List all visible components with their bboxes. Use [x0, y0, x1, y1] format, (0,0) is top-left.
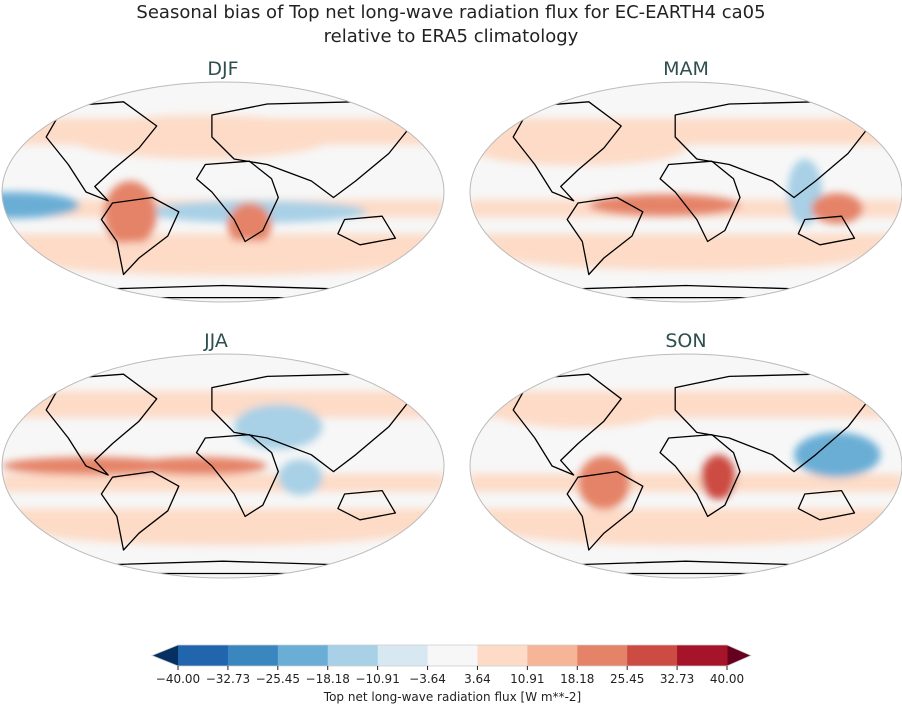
bias-region	[701, 454, 736, 500]
coastline	[512, 101, 622, 202]
coastline	[45, 101, 158, 202]
map-panel-djf	[1, 81, 445, 303]
coastline	[659, 433, 741, 518]
colorbar-tick-label: 18.18	[560, 672, 594, 686]
bias-region	[68, 115, 334, 159]
colorbar-tick-label: 3.64	[464, 672, 491, 686]
colorbar-label: Top net long-wave radiation flux [W m**-…	[323, 690, 581, 704]
bias-region	[491, 234, 881, 271]
bias-region	[2, 192, 80, 219]
colorbar-bin	[227, 645, 279, 666]
coastline	[211, 373, 412, 473]
colorbar-bin	[377, 645, 429, 666]
coastline	[566, 196, 644, 276]
coastline	[337, 489, 397, 521]
coastline	[659, 160, 741, 243]
colorbar-tick-label: 32.73	[660, 672, 694, 686]
bias-band	[2, 390, 444, 418]
colorbar-bin	[677, 645, 728, 666]
coastline	[674, 101, 871, 199]
colorbar: −40.00 −32.73 −25.45 −18.18 −10.91 −3.64 3.64 1…	[150, 644, 752, 704]
coastline	[797, 215, 856, 246]
panel-title-son: SON	[665, 330, 707, 352]
figure-title-line2: relative to ERA5 climatology	[323, 26, 579, 47]
map-border	[1, 81, 445, 303]
coastline	[100, 470, 180, 551]
colorbar-tick-label: 10.91	[510, 672, 544, 686]
colorbar-tick-label: −25.45	[256, 672, 300, 686]
coastline	[100, 196, 180, 276]
coastline	[674, 373, 871, 473]
map-border	[469, 81, 902, 303]
colorbar-extend-max	[727, 645, 751, 666]
bias-region	[134, 457, 268, 475]
bias-region	[24, 240, 422, 276]
colorbar-tick-label: 40.00	[710, 672, 744, 686]
panel-title-djf: DJF	[207, 58, 239, 80]
map-border	[469, 353, 902, 579]
bias-region	[470, 130, 686, 166]
coastline	[211, 101, 412, 199]
colorbar-bin	[577, 645, 628, 666]
map-border	[1, 353, 445, 579]
bias-region	[278, 459, 323, 496]
bias-region	[234, 404, 323, 450]
colorbar-bin	[427, 645, 478, 666]
coastline	[195, 160, 279, 243]
coastline	[512, 373, 622, 476]
bias-region	[491, 509, 881, 546]
coastline	[797, 489, 856, 521]
coastline	[566, 470, 644, 551]
colorbar-bin	[527, 645, 578, 666]
colorbar-bin	[477, 645, 528, 666]
colorbar-tick-label: 25.45	[610, 672, 644, 686]
bias-region	[794, 432, 881, 478]
colorbar-bin	[627, 645, 678, 666]
colorbar-tick-label: −32.73	[206, 672, 250, 686]
map-panel-mam	[469, 81, 902, 303]
colorbar-tick-label: −18.18	[306, 672, 350, 686]
figure-title-line1: Seasonal bias of Top net long-wave radia…	[136, 2, 766, 23]
bias-region	[578, 455, 630, 510]
colorbar-bin	[277, 645, 329, 666]
panel-title-mam: MAM	[663, 58, 709, 80]
bias-region	[811, 193, 864, 224]
bias-region	[588, 194, 741, 217]
colorbar-tick-label: −40.00	[156, 672, 200, 686]
colorbar-tick-label: −3.64	[409, 672, 446, 686]
bias-band	[2, 473, 444, 492]
colorbar-bin	[178, 645, 229, 666]
bias-region	[103, 181, 157, 247]
map-panel-son	[469, 353, 902, 579]
bias-region	[491, 392, 665, 428]
coastline	[337, 215, 397, 246]
colorbar-bin	[327, 645, 379, 666]
coastline	[45, 373, 158, 476]
bias-region	[2, 457, 179, 475]
panel-title-jja: JJA	[204, 330, 228, 352]
bias-region	[24, 509, 422, 546]
coastline	[195, 433, 279, 518]
map-panel-jja	[1, 353, 445, 579]
bias-region	[227, 203, 272, 247]
colorbar-extend-min	[152, 645, 178, 666]
colorbar-tick-label: −10.91	[355, 672, 399, 686]
